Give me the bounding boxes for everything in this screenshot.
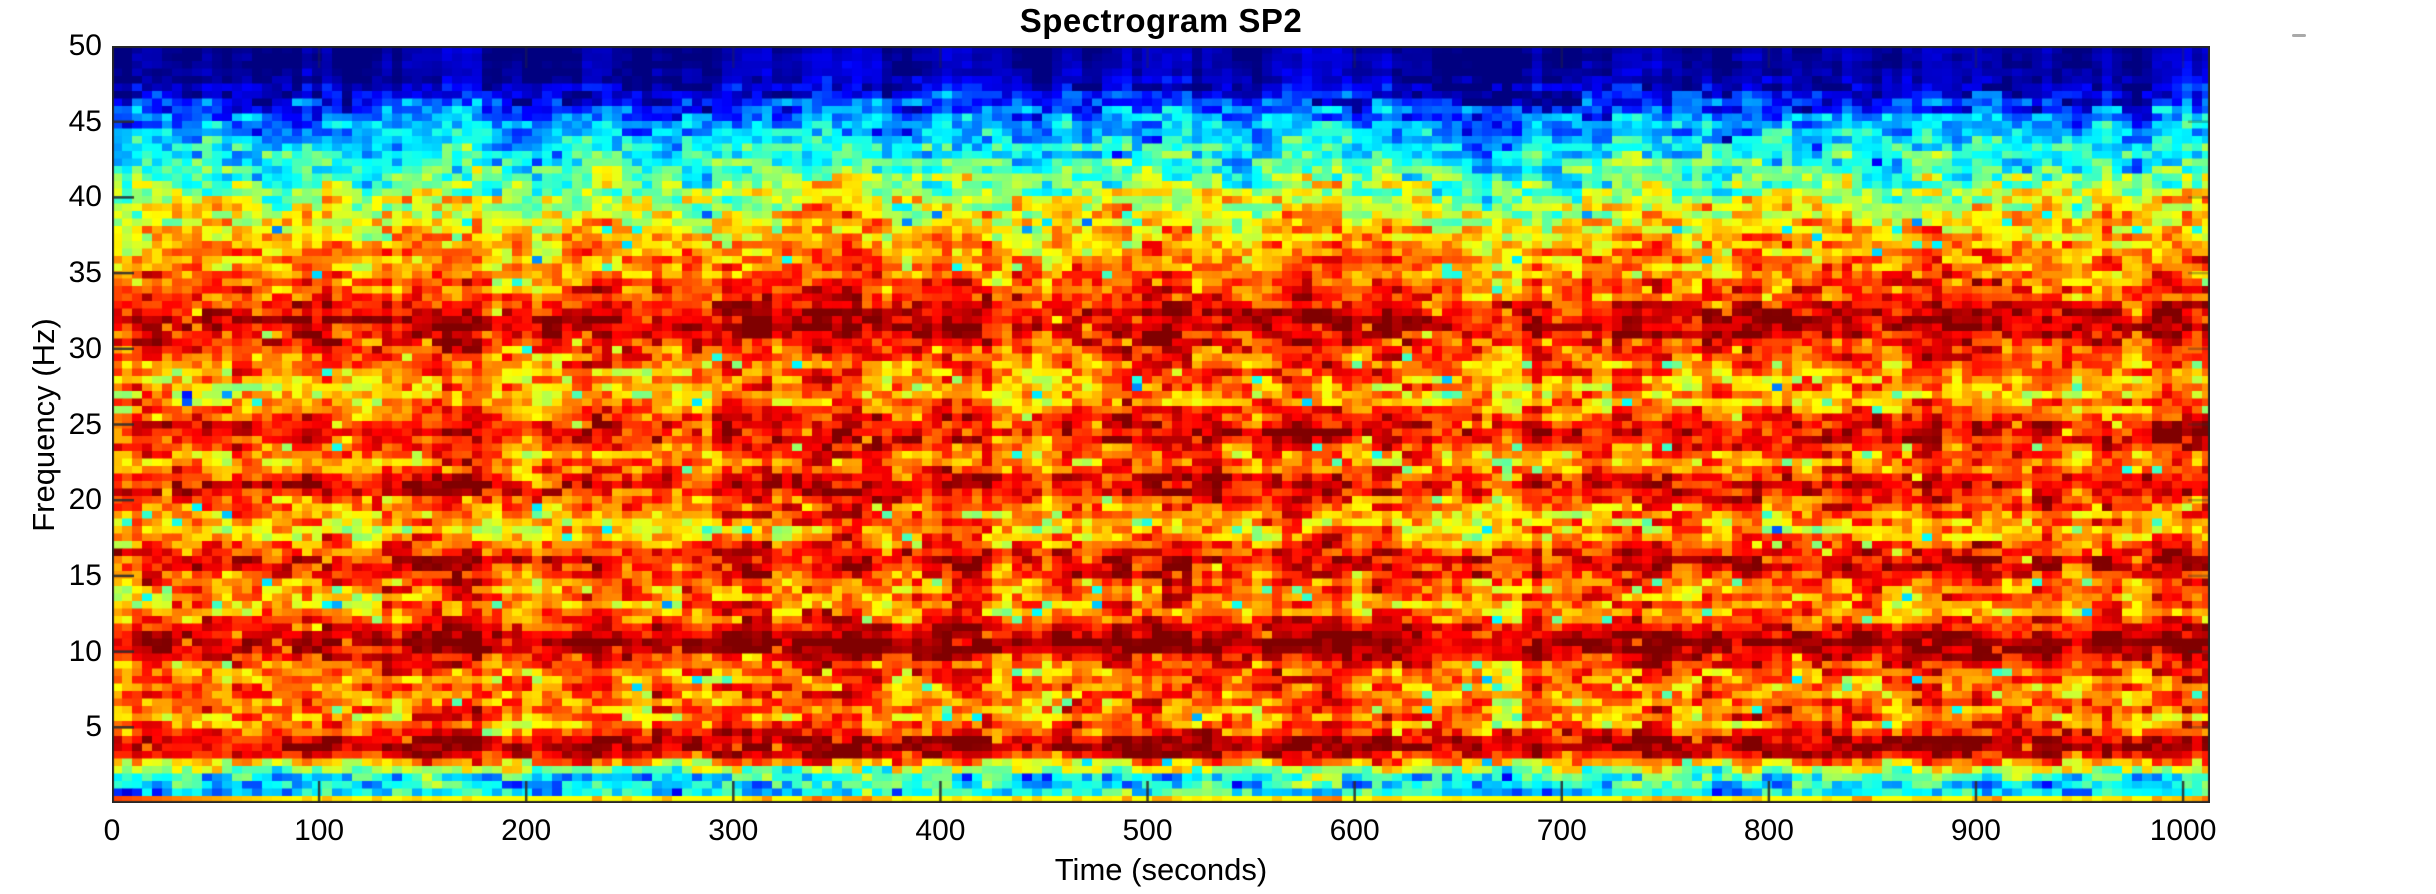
y-tick-label: 25 — [68, 407, 102, 441]
stray-dash-mark — [2292, 34, 2306, 37]
x-tick-label: 700 — [1536, 814, 1587, 847]
y-tick-label: 35 — [68, 256, 102, 290]
y-tick-label: 15 — [68, 558, 102, 592]
x-tick-label: 300 — [708, 814, 759, 847]
y-tick-label: 45 — [68, 104, 102, 138]
y-tick-label: 10 — [68, 634, 102, 668]
x-tick-label: 600 — [1329, 814, 1380, 847]
y-tick-label: 5 — [85, 710, 102, 744]
x-tick-label: 500 — [1122, 814, 1173, 847]
x-tick-label: 0 — [103, 814, 121, 847]
y-tick-label: 40 — [68, 180, 102, 214]
x-tick-label: 800 — [1743, 814, 1794, 847]
x-tick-label: 900 — [1950, 814, 2001, 847]
y-tick-label: 50 — [68, 29, 102, 62]
x-tick-label: 100 — [294, 814, 345, 847]
y-tick-label: 20 — [68, 483, 102, 517]
spectrogram-image — [112, 46, 2210, 803]
y-tick-label: 30 — [68, 331, 102, 365]
x-tick-label: 400 — [915, 814, 966, 847]
chart-title: Spectrogram SP2 — [1019, 2, 1303, 39]
x-axis-label: Time (seconds) — [1054, 852, 1268, 887]
x-tick-label: 200 — [501, 814, 552, 847]
plot-area — [112, 46, 2210, 803]
x-tick-label: 1000 — [2149, 814, 2217, 847]
